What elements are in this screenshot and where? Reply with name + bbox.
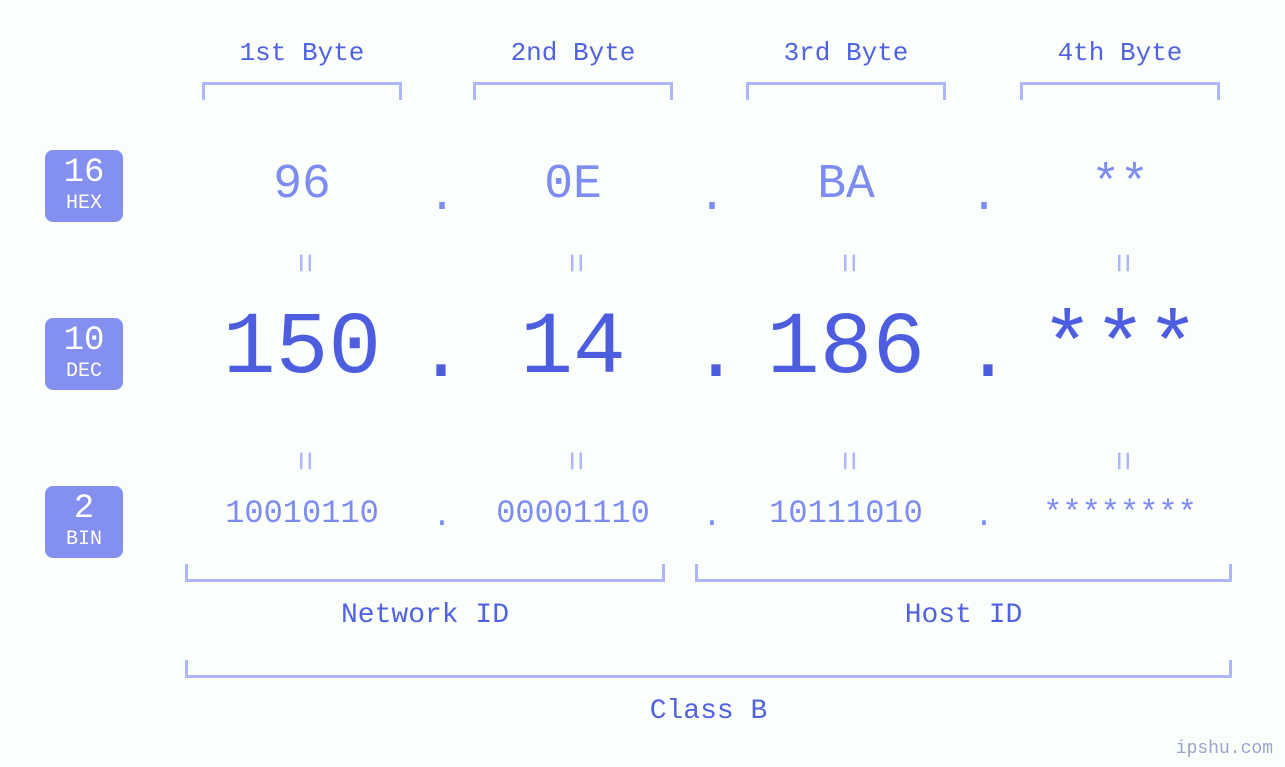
eq-hex-dec-4: = (1101, 248, 1139, 278)
eq-dec-bin-4: = (1101, 446, 1139, 476)
bin-byte-3: 10111010 (726, 495, 966, 532)
top-bracket-2 (473, 82, 673, 100)
network-id-label: Network ID (185, 600, 665, 631)
bin-byte-4: ******** (1000, 495, 1240, 532)
network-id-bracket (185, 564, 665, 582)
host-id-label: Host ID (695, 600, 1232, 631)
dec-byte-3: 186 (726, 300, 966, 399)
watermark: ipshu.com (1176, 739, 1273, 759)
byte-label-4: 4th Byte (1050, 38, 1190, 68)
hex-byte-1: 96 (182, 158, 422, 212)
host-id-bracket (695, 564, 1232, 582)
badge-hex: 16 HEX (45, 150, 123, 222)
dec-dot-3: . (964, 310, 1004, 401)
badge-hex-num: 16 (45, 156, 123, 192)
badge-dec: 10 DEC (45, 318, 123, 390)
byte-label-3: 3rd Byte (776, 38, 916, 68)
eq-dec-bin-2: = (554, 446, 592, 476)
eq-hex-dec-3: = (827, 248, 865, 278)
bin-dot-3: . (969, 498, 999, 535)
class-bracket (185, 660, 1232, 678)
hex-byte-2: 0E (453, 158, 693, 212)
hex-dot-2: . (697, 170, 727, 224)
hex-dot-1: . (427, 170, 457, 224)
eq-dec-bin-3: = (827, 446, 865, 476)
class-label: Class B (185, 696, 1232, 727)
bin-byte-1: 10010110 (182, 495, 422, 532)
dec-byte-1: 150 (182, 300, 422, 399)
badge-dec-lbl: DEC (45, 362, 123, 382)
eq-dec-bin-1: = (283, 446, 321, 476)
byte-label-1: 1st Byte (232, 38, 372, 68)
dec-dot-2: . (692, 310, 732, 401)
hex-dot-3: . (969, 170, 999, 224)
dec-dot-1: . (417, 310, 457, 401)
bin-dot-2: . (697, 498, 727, 535)
dec-byte-2: 14 (453, 300, 693, 399)
badge-bin-lbl: BIN (45, 530, 123, 550)
byte-label-2: 2nd Byte (503, 38, 643, 68)
eq-hex-dec-1: = (283, 248, 321, 278)
eq-hex-dec-2: = (554, 248, 592, 278)
hex-byte-4: ** (1000, 158, 1240, 212)
dec-byte-4: *** (1000, 300, 1240, 399)
bin-dot-1: . (427, 498, 457, 535)
bin-byte-2: 00001110 (453, 495, 693, 532)
badge-dec-num: 10 (45, 324, 123, 360)
badge-hex-lbl: HEX (45, 194, 123, 214)
top-bracket-4 (1020, 82, 1220, 100)
badge-bin: 2 BIN (45, 486, 123, 558)
ip-diagram: 1st Byte 2nd Byte 3rd Byte 4th Byte 16 H… (0, 0, 1285, 767)
top-bracket-3 (746, 82, 946, 100)
hex-byte-3: BA (726, 158, 966, 212)
top-bracket-1 (202, 82, 402, 100)
badge-bin-num: 2 (45, 492, 123, 528)
